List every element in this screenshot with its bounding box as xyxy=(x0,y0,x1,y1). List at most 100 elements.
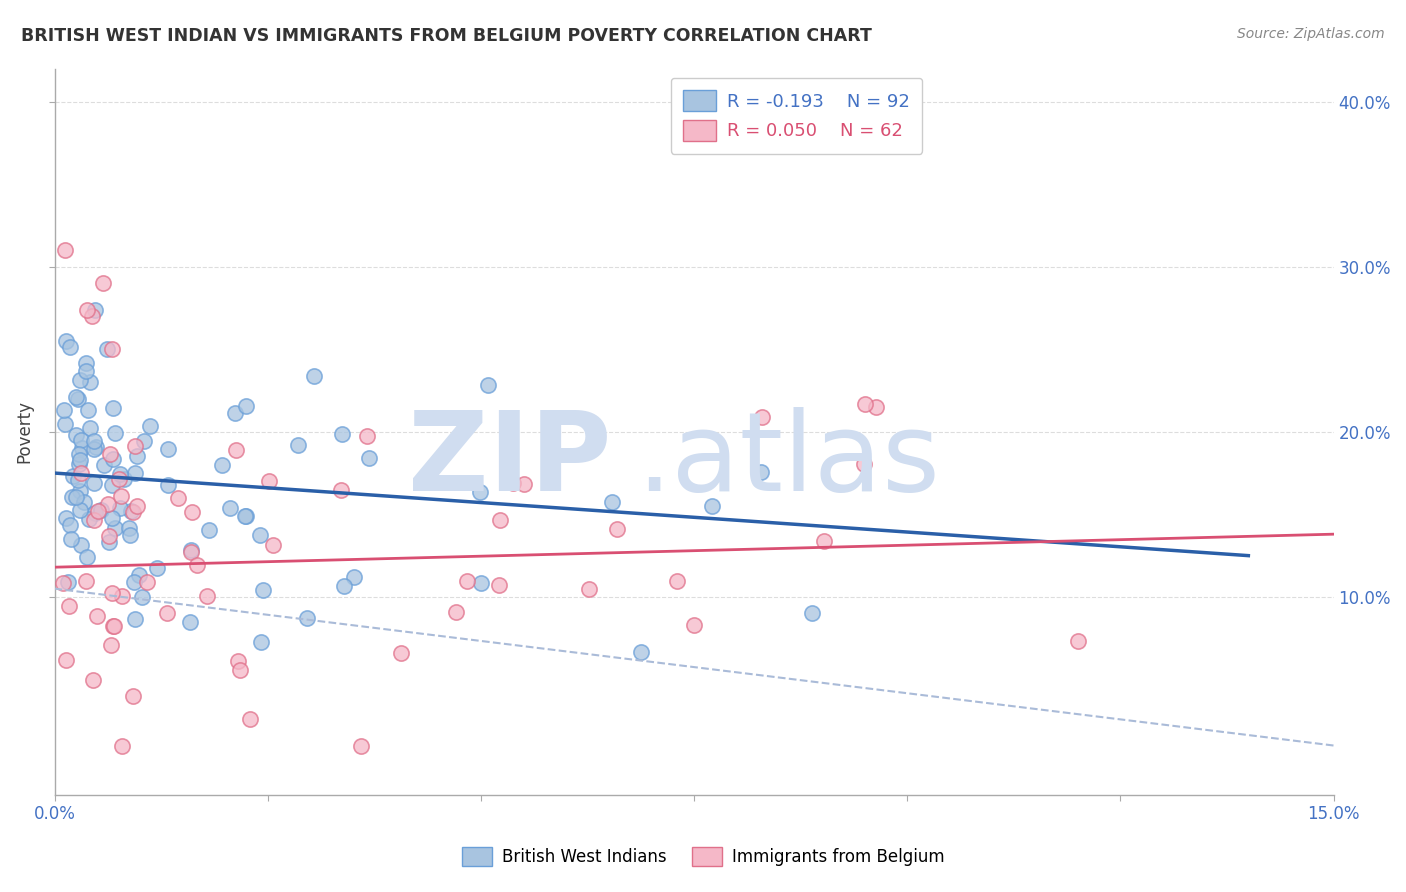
Point xyxy=(224,406,246,420)
Point xyxy=(58,599,80,613)
Point xyxy=(330,426,353,441)
Point xyxy=(865,401,887,415)
Text: BRITISH WEST INDIAN VS IMMIGRANTS FROM BELGIUM POVERTY CORRELATION CHART: BRITISH WEST INDIAN VS IMMIGRANTS FROM B… xyxy=(21,27,872,45)
Point xyxy=(112,473,135,487)
Point xyxy=(235,399,257,413)
Point xyxy=(122,574,145,589)
Point xyxy=(146,561,169,575)
Point xyxy=(111,739,134,753)
Point xyxy=(120,504,142,518)
Text: ZIP: ZIP xyxy=(408,408,612,515)
Point xyxy=(134,434,156,449)
Point xyxy=(103,619,125,633)
Point xyxy=(156,478,179,492)
Point xyxy=(350,739,373,753)
Point xyxy=(82,673,104,687)
Point xyxy=(124,611,146,625)
Legend: British West Indians, Immigrants from Belgium: British West Indians, Immigrants from Be… xyxy=(454,838,952,875)
Point xyxy=(69,466,91,480)
Point xyxy=(470,576,492,591)
Point xyxy=(749,466,772,480)
Point xyxy=(262,538,284,552)
Point xyxy=(52,402,75,417)
Point xyxy=(83,476,105,491)
Point xyxy=(600,495,623,509)
Point xyxy=(86,440,108,454)
Point xyxy=(488,577,510,591)
Point xyxy=(107,472,129,486)
Point xyxy=(86,609,108,624)
Point xyxy=(683,618,706,632)
Point xyxy=(118,520,141,534)
Point xyxy=(122,505,145,519)
Point xyxy=(813,534,835,549)
Point xyxy=(257,474,280,488)
Point xyxy=(77,512,100,526)
Point xyxy=(75,574,97,588)
Point xyxy=(91,276,114,290)
Text: .atlas: .atlas xyxy=(637,408,941,515)
Point xyxy=(97,497,120,511)
Point xyxy=(578,582,600,597)
Point xyxy=(101,511,124,525)
Point xyxy=(295,611,318,625)
Point xyxy=(103,618,125,632)
Point xyxy=(389,646,412,660)
Point xyxy=(156,442,179,457)
Point xyxy=(52,575,75,590)
Point xyxy=(100,586,122,600)
Point xyxy=(84,506,107,520)
Point xyxy=(69,483,91,498)
Point xyxy=(249,528,271,542)
Point xyxy=(128,567,150,582)
Point xyxy=(53,417,76,431)
Point xyxy=(83,434,105,449)
Point xyxy=(122,689,145,703)
Point xyxy=(120,527,142,541)
Point xyxy=(83,513,105,527)
Point xyxy=(665,574,688,588)
Text: Source: ZipAtlas.com: Source: ZipAtlas.com xyxy=(1237,27,1385,41)
Point xyxy=(252,582,274,597)
Point xyxy=(228,654,250,668)
Point xyxy=(186,558,208,573)
Point xyxy=(70,538,93,552)
Point xyxy=(101,451,124,466)
Point xyxy=(167,491,190,506)
Point xyxy=(489,513,512,527)
Point xyxy=(853,397,876,411)
Point xyxy=(75,356,97,370)
Point xyxy=(79,376,101,390)
Point xyxy=(138,419,160,434)
Point xyxy=(131,591,153,605)
Point xyxy=(456,574,478,588)
Point xyxy=(69,373,91,387)
Point xyxy=(156,606,179,620)
Point xyxy=(100,447,122,461)
Point xyxy=(219,500,242,515)
Point xyxy=(82,309,104,323)
Point xyxy=(59,518,82,533)
Point xyxy=(124,439,146,453)
Point xyxy=(79,420,101,434)
Point xyxy=(67,473,90,487)
Point xyxy=(65,490,87,504)
Point xyxy=(111,589,134,603)
Point xyxy=(195,589,218,603)
Point xyxy=(53,243,76,257)
Point xyxy=(468,484,491,499)
Point xyxy=(62,469,84,483)
Point xyxy=(90,503,112,517)
Point xyxy=(98,529,121,543)
Point xyxy=(444,605,467,619)
Point xyxy=(853,457,876,471)
Point xyxy=(751,409,773,424)
Point xyxy=(702,499,724,513)
Point xyxy=(65,390,87,404)
Point xyxy=(70,442,93,456)
Point xyxy=(239,712,262,726)
Point xyxy=(101,401,124,416)
Point xyxy=(287,438,309,452)
Point xyxy=(104,425,127,440)
Point xyxy=(343,570,366,584)
